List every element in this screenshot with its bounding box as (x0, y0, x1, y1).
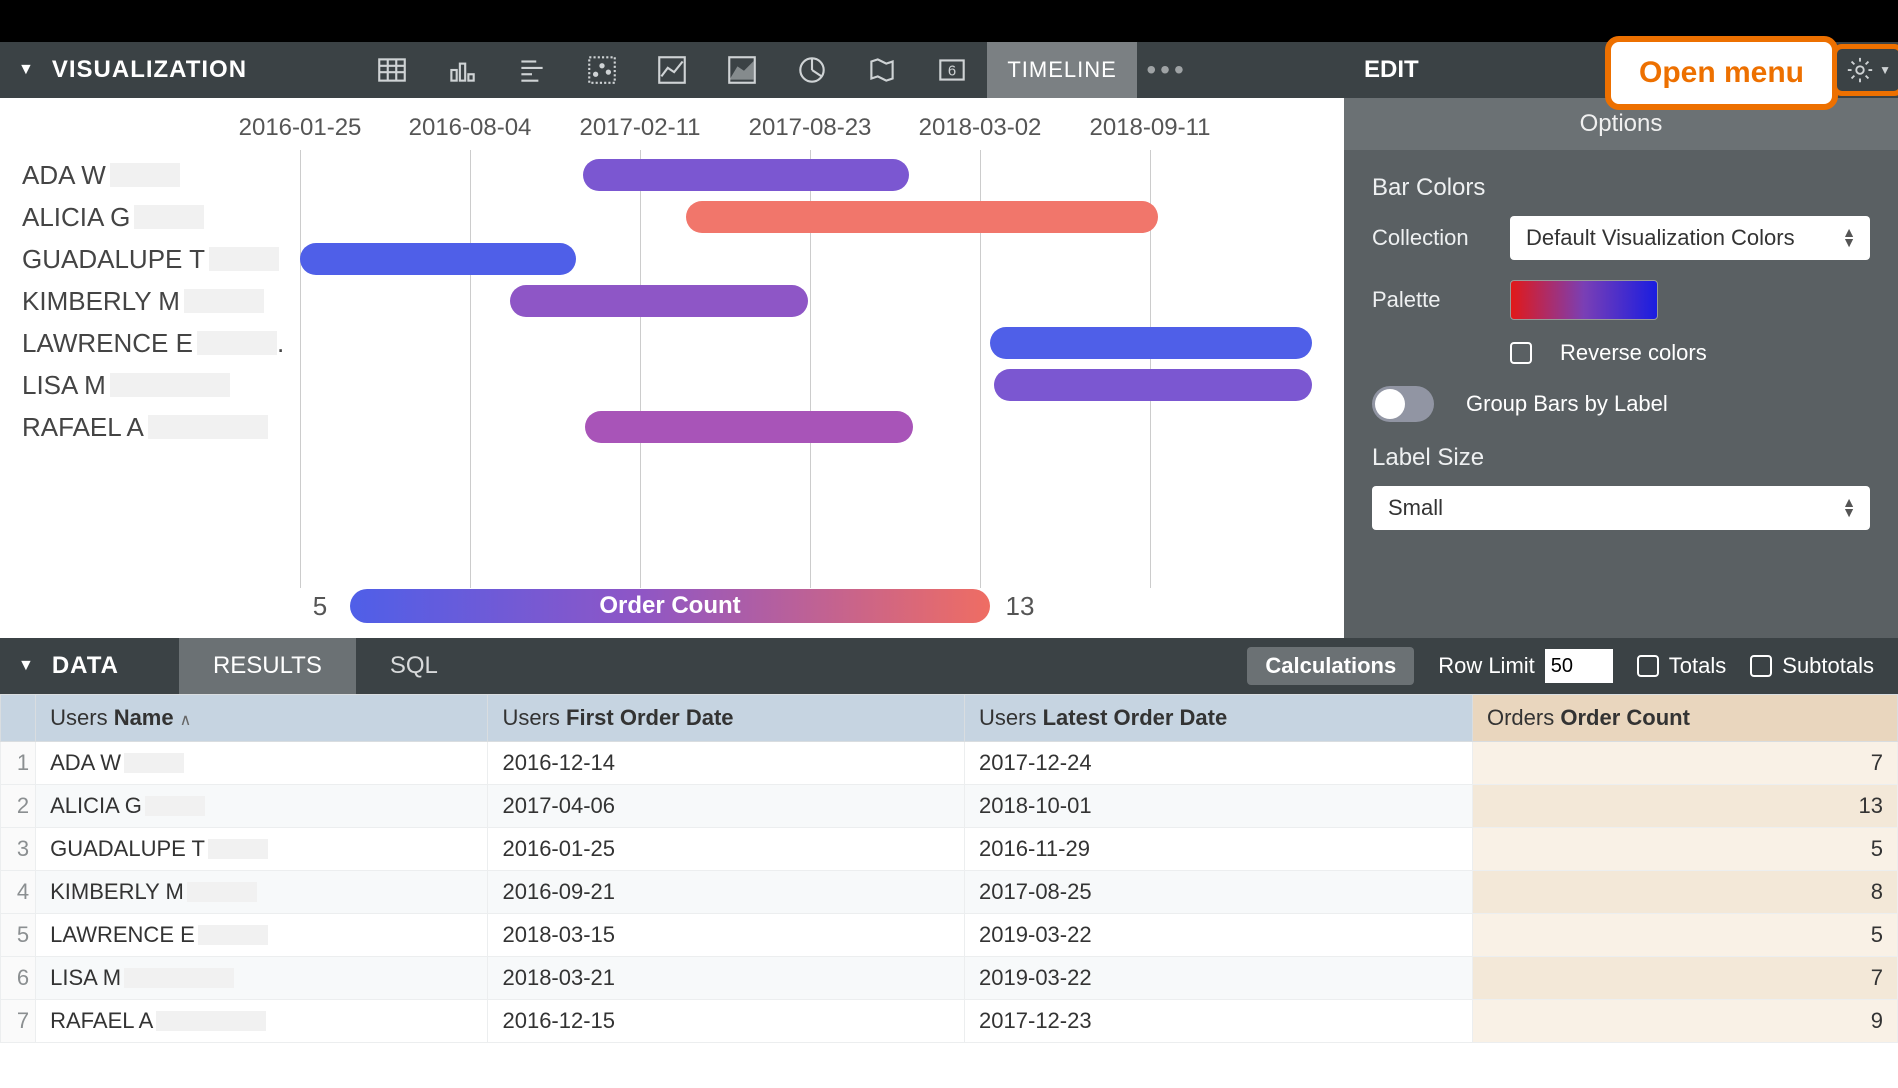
timeline-row: LISA M (0, 364, 1344, 406)
reverse-colors-checkbox[interactable] (1510, 342, 1532, 364)
totals-label: Totals (1669, 653, 1726, 679)
legend-min: 5 (300, 591, 340, 622)
viz-type-line-icon[interactable] (637, 42, 707, 98)
row-limit-label: Row Limit (1438, 653, 1535, 679)
date-tick: 2018-03-02 (919, 114, 1042, 142)
timeline-row: LAWRENCE E . (0, 322, 1344, 364)
table-row[interactable]: 2ALICIA G2017-04-062018-10-0113 (1, 785, 1898, 828)
timeline-row: GUADALUPE T (0, 238, 1344, 280)
viz-type-table-icon[interactable] (357, 42, 427, 98)
label-size-value: Small (1388, 495, 1443, 521)
table-row[interactable]: 5LAWRENCE E2018-03-152019-03-225 (1, 914, 1898, 957)
timeline-chart: 2016-01-25 2016-08-04 2017-02-11 2017-08-23… (0, 98, 1344, 638)
legend-max: 13 (1000, 591, 1040, 622)
options-sidebar: EDIT Open menu ▼ Options Bar Colors Coll… (1344, 42, 1898, 638)
data-title: DATA (52, 652, 119, 680)
table-row[interactable]: 4KIMBERLY M2016-09-212017-08-258 (1, 871, 1898, 914)
chevron-down-icon[interactable]: ▼ (18, 657, 34, 675)
palette-swatch[interactable] (1510, 280, 1658, 320)
timeline-bar[interactable] (583, 159, 909, 191)
timeline-date-axis: 2016-01-25 2016-08-04 2017-02-11 2017-08-23… (0, 114, 1344, 144)
gear-menu-button[interactable]: ▼ (1832, 44, 1898, 96)
date-tick: 2016-01-25 (239, 114, 362, 142)
subtotals-label: Subtotals (1782, 653, 1874, 679)
timeline-bar[interactable] (510, 285, 808, 317)
row-label: KIMBERLY M (0, 286, 300, 317)
palette-label: Palette (1372, 287, 1492, 313)
table-row[interactable]: 6LISA M2018-03-212019-03-227 (1, 957, 1898, 1000)
row-limit-input[interactable] (1545, 649, 1613, 683)
legend-gradient: Order Count (350, 589, 990, 623)
subtotals-checkbox[interactable] (1750, 655, 1772, 677)
tab-sql[interactable]: SQL (356, 638, 472, 694)
svg-text:6: 6 (948, 63, 956, 79)
timeline-row: KIMBERLY M (0, 280, 1344, 322)
data-header: ▼ DATA RESULTS SQL Calculations Row Limi… (0, 638, 1898, 694)
bar-colors-heading: Bar Colors (1372, 174, 1870, 202)
timeline-bar[interactable] (686, 201, 1158, 233)
table-row[interactable]: 3GUADALUPE T2016-01-252016-11-295 (1, 828, 1898, 871)
tab-results[interactable]: RESULTS (179, 638, 356, 694)
row-label: ALICIA G (0, 202, 300, 233)
group-bars-label: Group Bars by Label (1466, 391, 1668, 417)
chevron-down-icon: ▼ (1879, 63, 1891, 77)
timeline-rows: ADA W ALICIA G GUADALUPE T KIMBERLY M LAWREN… (0, 154, 1344, 448)
viz-type-number-icon[interactable]: 6 (917, 42, 987, 98)
viz-type-timeline[interactable]: TIMELINE (987, 42, 1137, 98)
callout-open-menu: Open menu (1605, 36, 1838, 110)
column-header[interactable]: Users First Order Date (488, 695, 965, 742)
viz-type-toolbar: 6 TIMELINE ••• (357, 42, 1197, 98)
row-label: RAFAEL A (0, 412, 300, 443)
timeline-row: RAFAEL A (0, 406, 1344, 448)
sidebar-header: EDIT Open menu ▼ (1344, 42, 1898, 98)
timeline-row: ADA W (0, 154, 1344, 196)
column-header[interactable]: Users Latest Order Date (965, 695, 1473, 742)
collection-select[interactable]: Default Visualization Colors ▲▼ (1510, 216, 1870, 260)
label-size-heading: Label Size (1372, 444, 1870, 472)
chevron-down-icon[interactable]: ▼ (18, 61, 34, 79)
timeline-legend: 5 Order Count 13 (300, 586, 1324, 626)
viz-type-more-icon[interactable]: ••• (1137, 54, 1197, 86)
edit-label[interactable]: EDIT (1364, 56, 1419, 84)
viz-type-scatter-icon[interactable] (567, 42, 637, 98)
row-label: ADA W (0, 160, 300, 191)
date-tick: 2016-08-04 (409, 114, 532, 142)
group-bars-toggle[interactable] (1372, 386, 1434, 422)
select-updown-icon: ▲▼ (1842, 228, 1856, 248)
totals-checkbox[interactable] (1637, 655, 1659, 677)
visualization-header: ▼ VISUALIZATION 6 TIMELINE ••• (0, 42, 1344, 98)
collection-label: Collection (1372, 225, 1492, 251)
row-label: LISA M (0, 370, 300, 401)
timeline-bar[interactable] (585, 411, 913, 443)
calculations-button[interactable]: Calculations (1247, 647, 1414, 685)
label-size-select[interactable]: Small ▲▼ (1372, 486, 1870, 530)
results-table: Users Name∧Users First Order DateUsers L… (0, 694, 1898, 1043)
column-header[interactable]: Users Name∧ (36, 695, 488, 742)
reverse-colors-label: Reverse colors (1560, 340, 1707, 366)
gear-icon (1845, 55, 1875, 85)
row-label: LAWRENCE E . (0, 328, 300, 359)
column-header[interactable]: Orders Order Count (1472, 695, 1897, 742)
date-tick: 2017-08-23 (749, 114, 872, 142)
viz-type-map-icon[interactable] (847, 42, 917, 98)
timeline-bar[interactable] (300, 243, 576, 275)
timeline-bar[interactable] (994, 369, 1312, 401)
collection-value: Default Visualization Colors (1526, 225, 1795, 251)
timeline-row: ALICIA G (0, 196, 1344, 238)
viz-type-pie-icon[interactable] (777, 42, 847, 98)
table-row[interactable]: 7RAFAEL A2016-12-152017-12-239 (1, 1000, 1898, 1043)
row-label: GUADALUPE T (0, 244, 300, 275)
viz-type-area-icon[interactable] (707, 42, 777, 98)
window-top-blackbar (0, 0, 1898, 42)
date-tick: 2018-09-11 (1090, 114, 1211, 142)
timeline-bar[interactable] (990, 327, 1312, 359)
table-row[interactable]: 1ADA W2016-12-142017-12-247 (1, 742, 1898, 785)
visualization-title: VISUALIZATION (52, 56, 247, 84)
date-tick: 2017-02-11 (580, 114, 701, 142)
viz-type-bar-icon[interactable] (427, 42, 497, 98)
viz-type-hbar-icon[interactable] (497, 42, 567, 98)
select-updown-icon: ▲▼ (1842, 498, 1856, 518)
legend-label: Order Count (599, 592, 740, 620)
